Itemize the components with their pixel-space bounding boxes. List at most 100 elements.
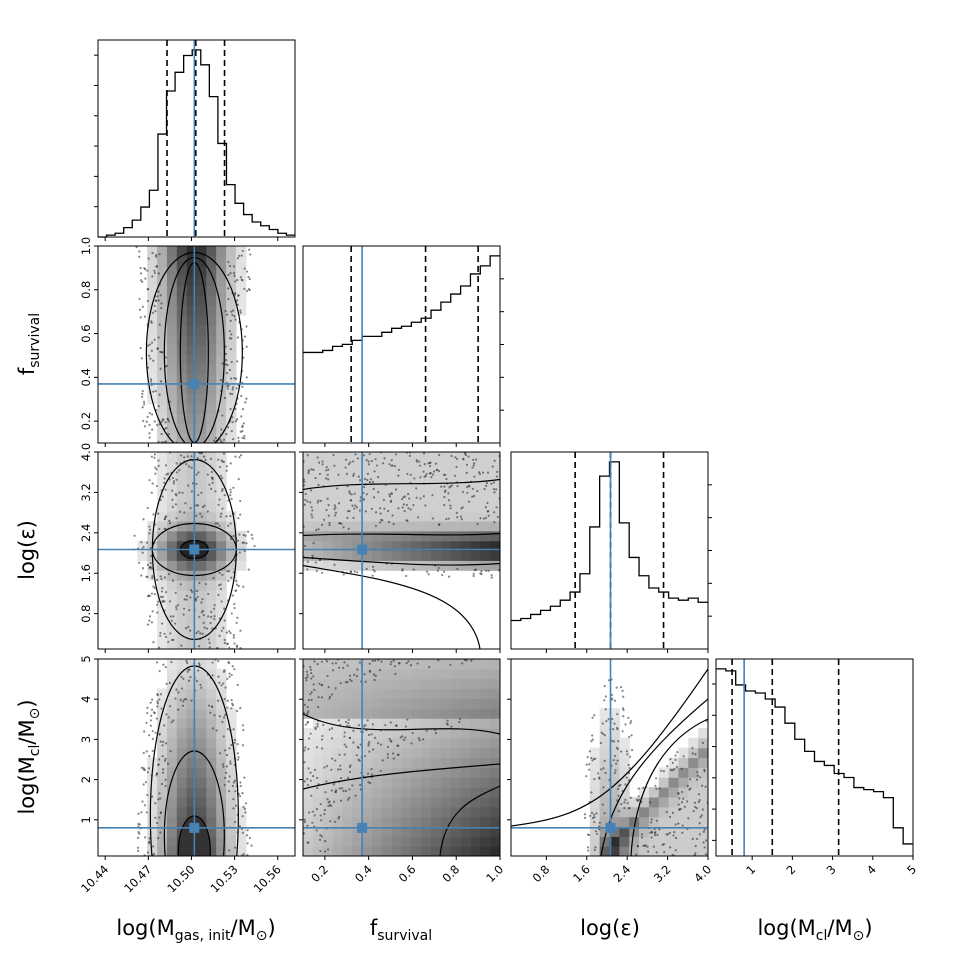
scatter-point (401, 735, 404, 738)
scatter-point (146, 269, 149, 272)
density-cell (186, 285, 198, 296)
scatter-point (627, 716, 630, 719)
scatter-point (317, 499, 320, 502)
density-cell (157, 255, 168, 267)
scatter-point (447, 575, 451, 578)
scatter-point (307, 841, 310, 844)
density-cell (157, 580, 168, 591)
scatter-point (337, 719, 340, 722)
scatter-point (332, 800, 336, 803)
scatter-point (642, 786, 645, 790)
scatter-point (159, 693, 163, 696)
density-cell (431, 698, 442, 709)
scatter-point (197, 645, 201, 648)
corner-plot-content: 10.44 10.47 10.50 10.53 10.56 0.2 0.4 0.6 0.8 1.0… (15, 39, 919, 944)
scatter-point (601, 803, 604, 806)
density-cell (322, 757, 334, 768)
scatter-point (175, 605, 178, 608)
scatter-point (140, 574, 143, 577)
density-cell (206, 796, 217, 808)
scatter-point (680, 767, 683, 770)
scatter-point (640, 833, 643, 836)
scatter-point (218, 634, 221, 637)
scatter-point (598, 777, 601, 780)
scatter-point (598, 828, 601, 831)
scatter-point (616, 759, 619, 762)
scatter-point (307, 698, 310, 702)
density-cell (490, 787, 500, 798)
scatter-point (682, 797, 685, 800)
scatter-point (366, 472, 369, 475)
density-cell (166, 580, 178, 591)
scatter-point (445, 517, 448, 521)
scatter-point (155, 265, 158, 268)
scatter-point (149, 561, 152, 565)
histogram-background (511, 452, 708, 649)
density-cell (206, 491, 217, 502)
panel-fsurv-leps (299, 451, 501, 653)
histogram-step-mcl (716, 668, 913, 845)
density-cell (196, 246, 207, 257)
density-cell (303, 757, 314, 768)
density-cell (480, 777, 491, 788)
scatter-point (223, 607, 226, 610)
scatter-point (355, 675, 359, 678)
density-cell (342, 540, 353, 552)
scatter-point (200, 515, 204, 518)
density-cell (216, 285, 227, 296)
scatter-point (495, 506, 498, 509)
density-cell (342, 747, 353, 759)
scatter-point (395, 724, 398, 727)
density-cell (206, 688, 217, 699)
scatter-point (346, 724, 349, 727)
scatter-point (136, 836, 140, 840)
scatter-point (155, 468, 158, 471)
density-cell (599, 737, 611, 749)
scatter-point (329, 820, 332, 823)
density-cell (629, 826, 640, 837)
scatter-point (237, 294, 240, 297)
density-cell (460, 461, 472, 473)
density-cell (176, 374, 188, 385)
scatter-point (165, 682, 168, 685)
density-cell (411, 550, 422, 561)
scatter-point (148, 436, 151, 439)
scatter-point (362, 454, 366, 457)
scatter-point (150, 349, 154, 352)
density-cell (186, 757, 198, 768)
density-cell (342, 708, 353, 719)
density-cell (391, 846, 403, 856)
density-cell (371, 659, 383, 670)
scatter-point (241, 724, 245, 727)
scatter-point (311, 509, 314, 512)
scatter-point (217, 593, 220, 596)
density-cell (362, 530, 373, 542)
density-cell (147, 520, 158, 532)
scatter-point (371, 659, 374, 662)
scatter-point (472, 572, 475, 575)
scatter-point (352, 741, 355, 744)
scatter-point (372, 673, 376, 676)
density-cell (391, 501, 403, 512)
scatter-point (357, 724, 360, 727)
density-cell (332, 718, 343, 729)
scatter-point (655, 851, 658, 854)
scatter-point (637, 795, 640, 798)
scatter-point (447, 517, 450, 520)
scatter-point (353, 673, 356, 676)
density-cell (303, 550, 314, 561)
scatter-point (146, 563, 150, 567)
density-cell (176, 737, 188, 749)
x-axis-label-leps: log(ε) (580, 916, 640, 940)
density-cell (186, 314, 198, 326)
density-cell (176, 718, 188, 729)
density-cell (658, 787, 670, 798)
histogram-mcl (712, 658, 914, 860)
density-cell (490, 796, 500, 808)
density-cell (157, 471, 168, 483)
scatter-point (183, 456, 186, 459)
density-cell (450, 846, 462, 856)
scatter-point (394, 453, 398, 456)
density-cell (391, 471, 403, 483)
scatter-point (311, 821, 314, 824)
